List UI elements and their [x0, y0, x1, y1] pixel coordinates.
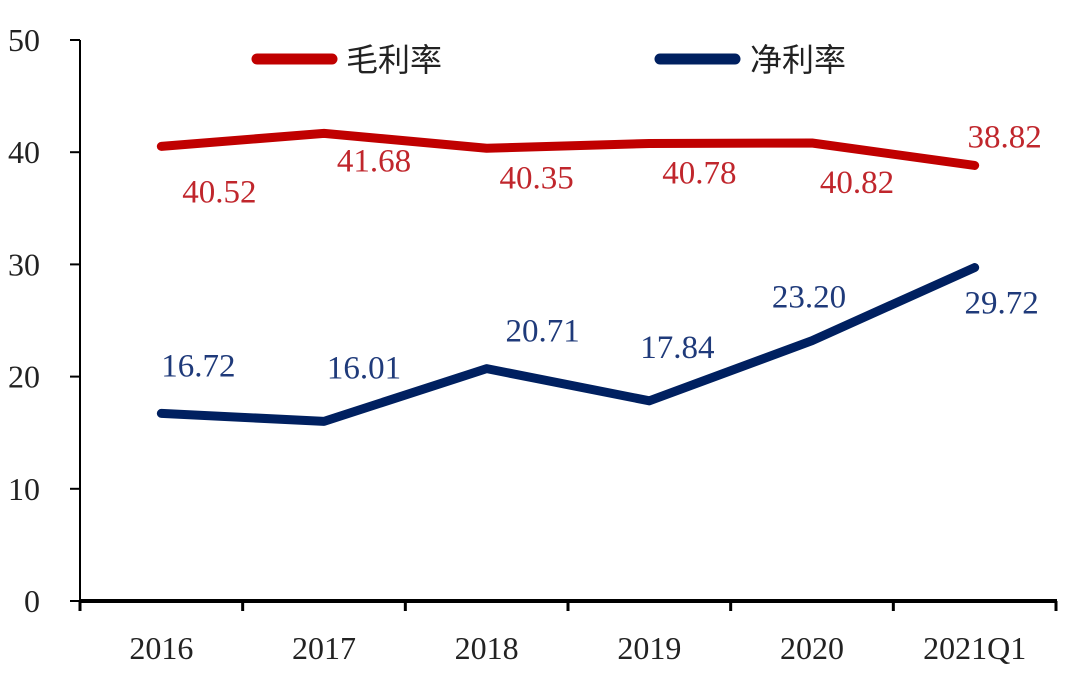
x-tick-label: 2016	[129, 630, 193, 666]
gross-margin-label: 40.78	[662, 155, 736, 191]
gross-margin-line	[156, 128, 980, 170]
net-margin-label: 29.72	[965, 286, 1039, 322]
x-tick-label: 2019	[617, 630, 681, 666]
legend-label-net-margin: 净利率	[750, 41, 846, 79]
net-margin-label: 16.72	[161, 348, 235, 384]
y-tick-label: 10	[8, 471, 40, 507]
series-lines	[156, 128, 980, 426]
data-labels: 40.52 41.68 40.35 40.78 40.82 38.82 16.72 16.01…	[161, 119, 1042, 386]
y-tick-label: 40	[8, 134, 40, 170]
x-tick-label: 2020	[780, 630, 844, 666]
y-tick-label: 50	[8, 22, 40, 58]
x-tick-label: 2017	[292, 630, 356, 666]
y-tick-label: 30	[8, 246, 40, 282]
x-tick-label: 2018	[455, 630, 519, 666]
net-margin-label: 23.20	[772, 280, 846, 316]
y-tick-label: 0	[24, 583, 40, 619]
legend-label-gross-margin: 毛利率	[346, 41, 442, 79]
legend: 毛利率 净利率	[251, 41, 846, 79]
y-axis-ticks: 0 10 20 30 40 50	[8, 22, 80, 619]
gross-margin-label: 40.52	[182, 174, 256, 210]
net-margin-label: 20.71	[506, 314, 580, 350]
net-margin-label: 16.01	[327, 350, 401, 386]
x-tick-label: 2021Q1	[923, 630, 1026, 666]
legend-item-net-margin: 净利率	[654, 41, 846, 79]
gross-margin-label: 41.68	[337, 143, 411, 179]
y-tick-label: 20	[8, 359, 40, 395]
legend-item-gross-margin: 毛利率	[251, 41, 442, 79]
x-axis-ticks: 2016 2017 2018 2019 2020 2021Q1	[78, 601, 1058, 666]
net-margin-line	[156, 263, 980, 426]
net-margin-label: 17.84	[640, 330, 714, 366]
gross-margin-label: 40.35	[500, 160, 574, 196]
gross-margin-label: 38.82	[968, 119, 1042, 155]
gross-margin-label: 40.82	[820, 165, 894, 201]
